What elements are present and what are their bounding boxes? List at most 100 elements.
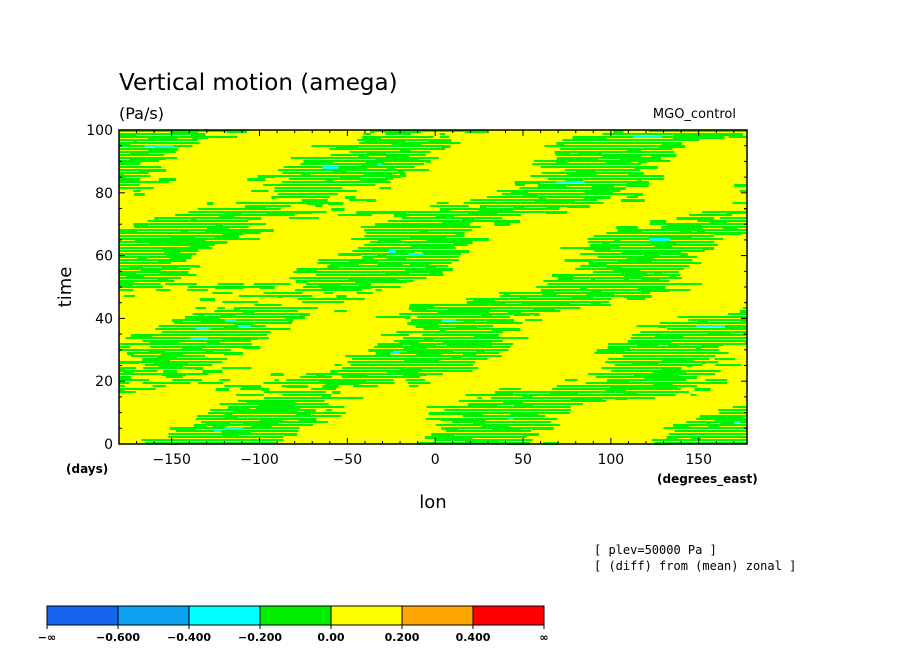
field-cell <box>458 427 488 429</box>
field-cell <box>396 331 419 333</box>
field-cell <box>741 232 747 234</box>
field-cell <box>165 283 174 285</box>
field-cell <box>570 139 595 141</box>
field-cell <box>379 370 387 372</box>
field-cell <box>449 217 462 219</box>
field-cell <box>147 256 170 258</box>
field-cell <box>263 184 288 186</box>
field-cell <box>389 247 414 249</box>
field-cell <box>215 388 229 391</box>
field-cell <box>474 307 491 310</box>
field-cell <box>456 319 464 321</box>
field-cell <box>330 370 338 373</box>
field-cell <box>575 268 592 270</box>
field-cell <box>296 268 317 271</box>
field-cell <box>155 289 171 291</box>
field-cell <box>286 385 309 388</box>
field-cell <box>252 436 263 438</box>
field-cell <box>363 172 393 175</box>
field-cell <box>289 217 319 219</box>
field-cell <box>247 409 278 412</box>
field-cell <box>410 244 437 247</box>
field-cell <box>179 340 207 342</box>
field-cell <box>126 244 156 246</box>
field-cell <box>207 325 224 327</box>
field-cell <box>377 262 403 265</box>
field-cell <box>119 283 133 286</box>
field-cell <box>721 133 743 136</box>
field-cell <box>615 373 634 375</box>
field-cell <box>699 241 715 243</box>
field-cell <box>436 316 459 318</box>
field-cell <box>265 205 291 207</box>
field-cell <box>623 391 638 394</box>
field-cell <box>521 415 546 417</box>
field-cell <box>515 307 523 309</box>
field-cell <box>552 412 570 414</box>
field-cell <box>560 205 568 207</box>
field-cell <box>200 298 215 301</box>
y-axis-label: time <box>55 267 76 308</box>
field-cell <box>186 238 206 241</box>
field-cell <box>154 217 159 220</box>
field-cell <box>184 430 214 432</box>
field-cell <box>521 310 548 312</box>
field-cell <box>499 292 504 294</box>
field-cell <box>420 355 439 357</box>
field-cell <box>533 424 560 426</box>
field-cell <box>158 217 177 219</box>
field-cell <box>648 235 675 238</box>
field-cell <box>621 361 633 363</box>
field-cell <box>332 391 341 394</box>
field-cell <box>422 334 446 336</box>
field-cell <box>595 277 624 279</box>
field-cell <box>435 130 445 132</box>
field-cell <box>666 223 696 226</box>
field-cell <box>335 145 359 148</box>
field-cell <box>317 262 331 264</box>
field-cell <box>387 256 407 259</box>
field-cell <box>203 436 225 438</box>
field-cell <box>300 163 308 165</box>
field-cell <box>254 334 268 336</box>
field-cell <box>556 166 586 168</box>
field-cell <box>142 340 150 342</box>
field-cell <box>150 133 158 135</box>
field-cell <box>208 337 224 339</box>
field-cell <box>386 361 412 363</box>
field-cell <box>405 370 419 373</box>
note-plev: [ plev=50000 Pa ] <box>594 543 717 557</box>
field-cell <box>662 358 688 361</box>
field-cell <box>119 274 126 276</box>
field-cell <box>319 277 349 279</box>
field-cell <box>333 187 343 189</box>
field-cell <box>483 412 511 414</box>
field-cell <box>591 163 615 165</box>
field-cell <box>340 172 364 174</box>
field-cell <box>215 415 225 417</box>
field-cell <box>277 193 289 195</box>
field-cell <box>168 226 179 228</box>
field-cell <box>386 382 395 384</box>
field-cell <box>657 232 664 234</box>
field-cell <box>671 328 702 330</box>
field-cell <box>486 208 514 211</box>
field-cell <box>690 244 718 246</box>
field-cell <box>192 253 197 255</box>
field-cell <box>679 343 701 345</box>
field-cell <box>119 280 126 283</box>
field-cell <box>560 247 585 249</box>
field-cell <box>611 367 624 369</box>
field-cell <box>318 259 337 261</box>
field-cell <box>327 271 355 273</box>
field-cell <box>657 151 675 153</box>
field-cell <box>614 382 624 384</box>
field-cell <box>710 421 721 423</box>
field-cell <box>689 130 706 132</box>
field-cell <box>614 187 626 190</box>
field-cell <box>271 424 293 426</box>
field-cell <box>485 421 492 423</box>
field-cell <box>197 208 213 210</box>
field-cell <box>578 391 603 393</box>
field-cell <box>532 418 558 420</box>
